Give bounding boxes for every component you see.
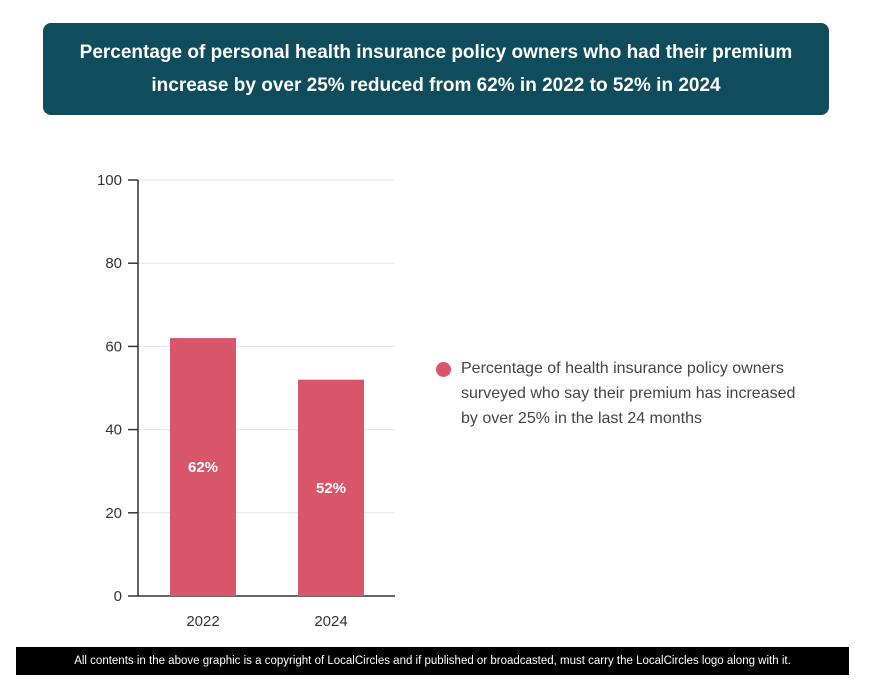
y-tick-label: 100 [97,172,122,189]
bar [170,338,236,596]
chart-title-banner: Percentage of personal health insurance … [43,23,829,115]
chart-title: Percentage of personal health insurance … [79,42,793,96]
legend-swatch [436,362,451,377]
x-tick-label: 2022 [186,613,219,630]
bar [298,379,364,596]
data-label: 52% [316,480,346,497]
legend-label: Percentage of health insurance policy ow… [461,360,796,427]
x-tick-label: 2024 [314,613,347,630]
y-tick-label: 40 [105,422,122,439]
y-tick-label: 60 [105,338,122,355]
y-tick-label: 0 [114,588,122,605]
y-tick-label: 20 [105,505,122,522]
copyright-footer: All contents in the above graphic is a c… [16,647,849,675]
y-tick-label: 80 [105,255,122,272]
data-label: 62% [188,459,218,476]
legend: Percentage of health insurance policy ow… [436,356,796,431]
